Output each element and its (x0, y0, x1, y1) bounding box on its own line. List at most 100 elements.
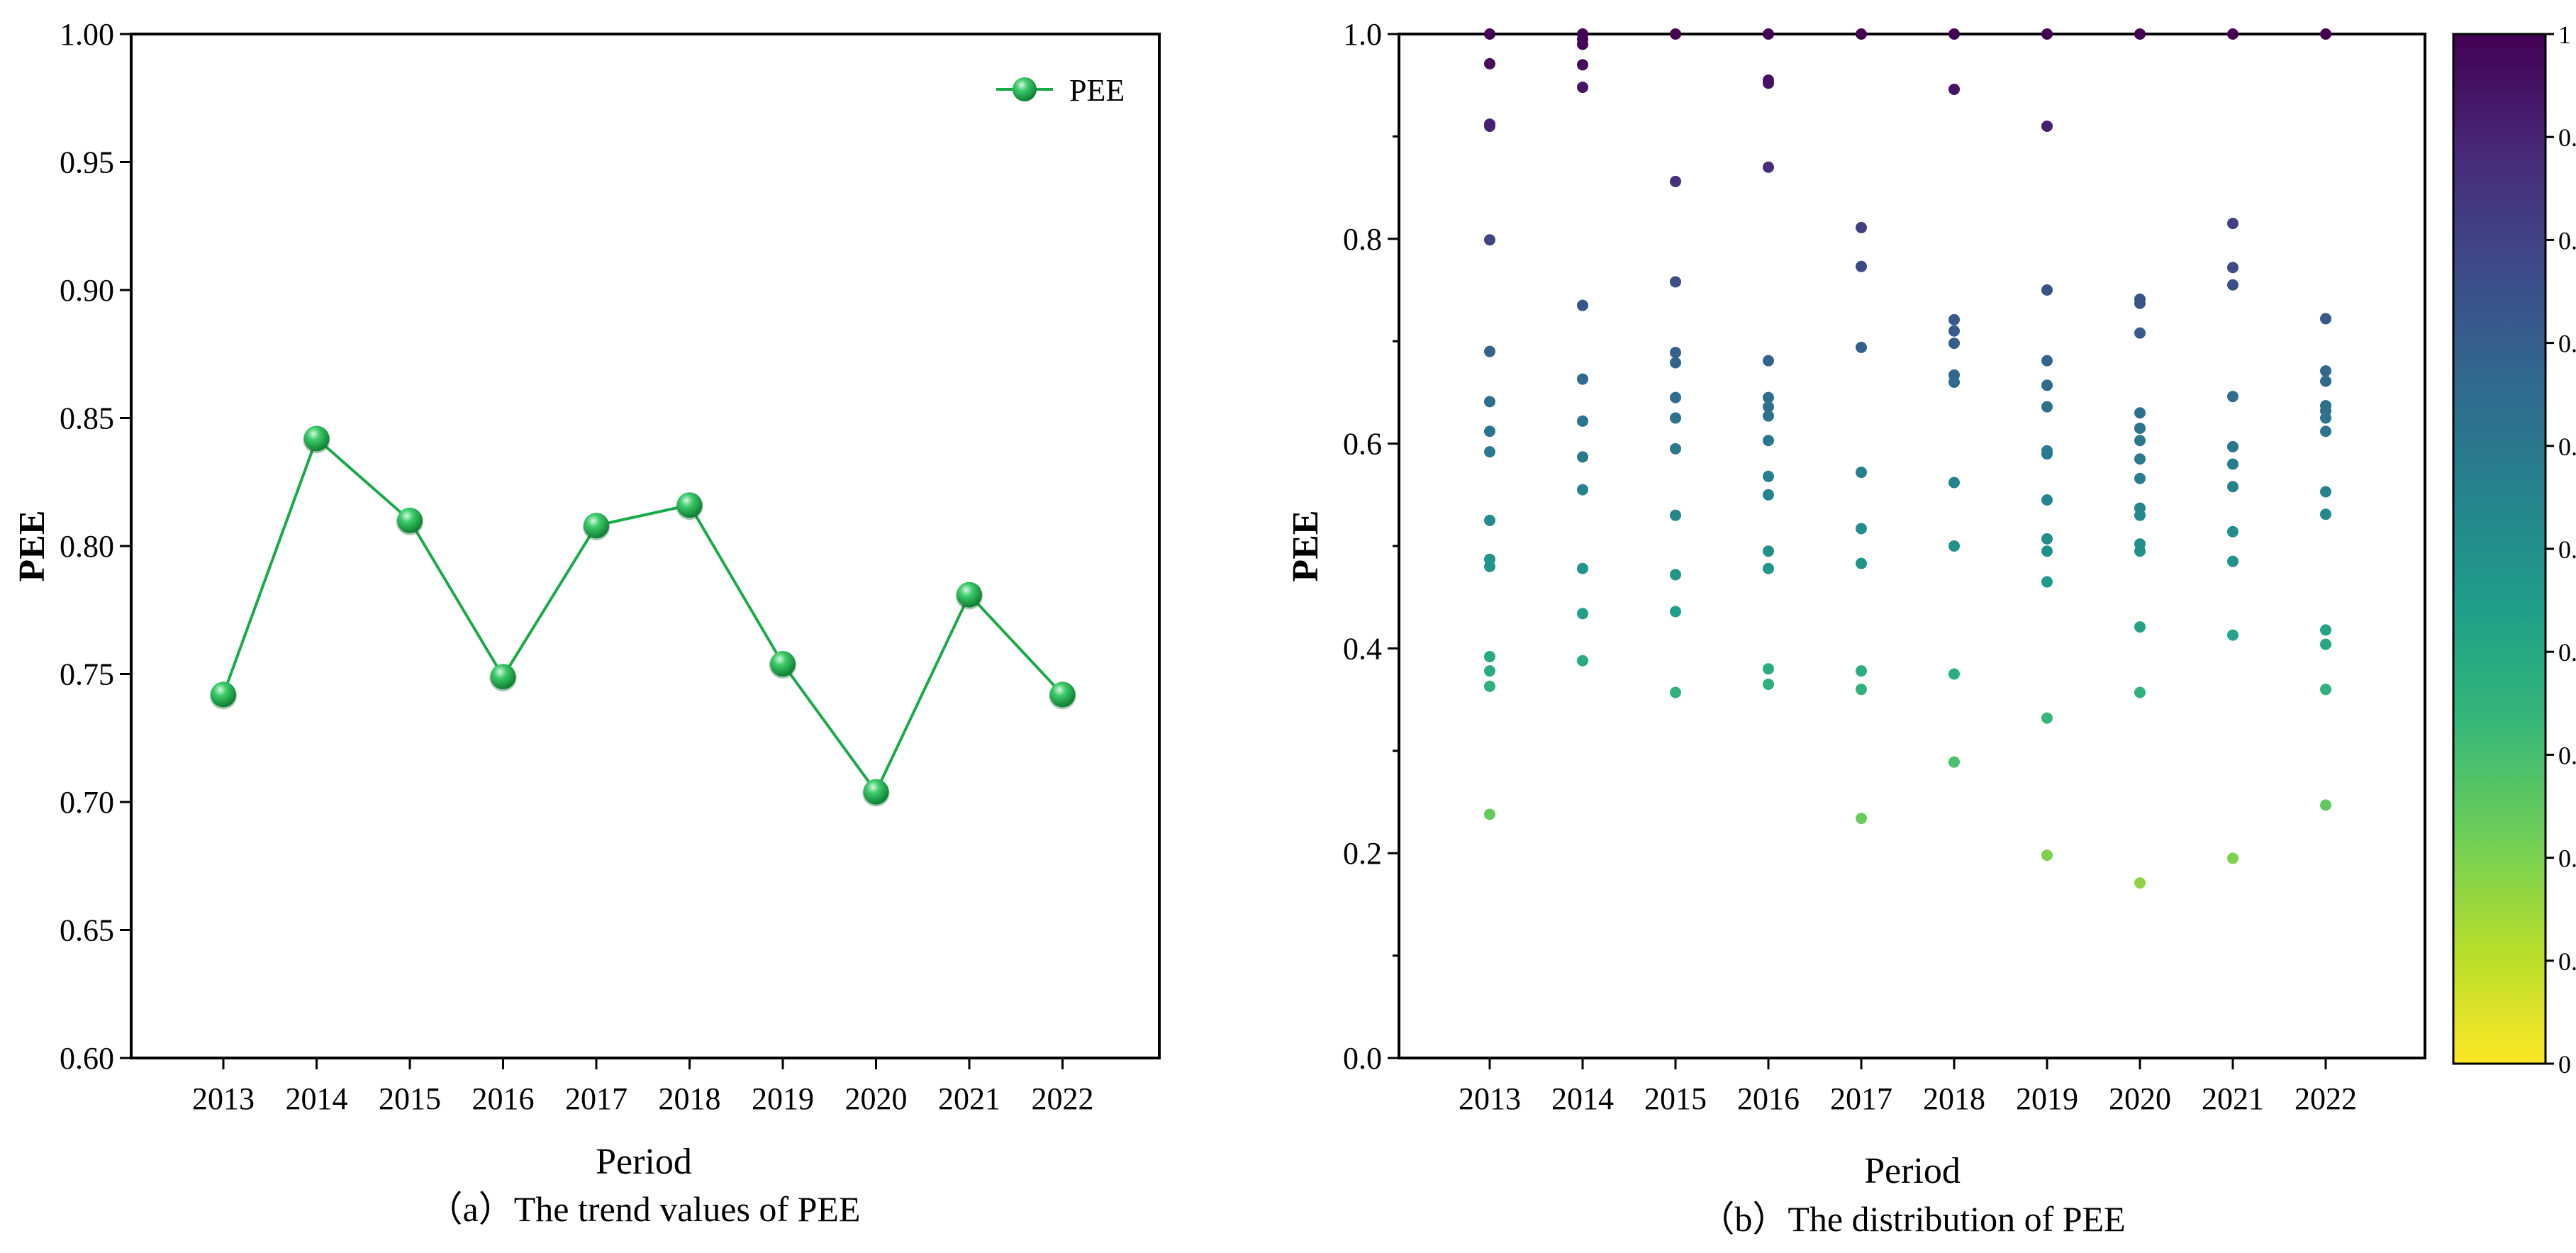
scatter-point (1763, 28, 1774, 40)
scatter-point (2227, 458, 2238, 470)
data-point (211, 681, 236, 708)
scatter-point (2320, 375, 2331, 387)
x-tick-label: 2020 (845, 1081, 908, 1116)
scatter-point (1484, 446, 1495, 458)
y-tick-label: 0.6 (1343, 427, 1382, 462)
scatter-point (2041, 401, 2053, 413)
scatter-point (1670, 28, 1681, 40)
scatter-point (1484, 345, 1495, 357)
data-point (770, 651, 796, 677)
x-tick-label: 2022 (2295, 1081, 2357, 1116)
scatter-point (1763, 678, 1774, 690)
y-tick-label: 0.2 (1343, 836, 1382, 871)
scatter-point (1577, 608, 1588, 620)
scatter-point (1948, 325, 1960, 337)
scatter-point (1856, 557, 1867, 569)
scatter-point (2320, 486, 2331, 498)
scatter-point (1856, 221, 1867, 233)
scatter-point (1484, 808, 1495, 820)
panel-b-y-axis-title: PEE (1286, 510, 1326, 581)
scatter-point (2320, 638, 2331, 650)
scatter-point (2320, 28, 2331, 40)
colorbar-tick-label: 0.1 (2558, 947, 2576, 976)
colorbar-tick-label: 0.7 (2558, 330, 2576, 358)
scatter-point (1856, 813, 1867, 825)
scatter-point (1948, 313, 1960, 325)
scatter-point (2227, 262, 2238, 274)
scatter-point (2320, 365, 2331, 377)
x-tick-label: 2021 (938, 1081, 1000, 1116)
x-tick-label: 2014 (286, 1081, 348, 1116)
y-tick-label: 1.0 (1343, 17, 1382, 52)
data-point (584, 513, 609, 539)
scatter-point (1577, 655, 1588, 667)
x-tick-label: 2014 (1551, 1081, 1614, 1116)
scatter-point (2227, 525, 2238, 538)
scatter-point (1670, 347, 1681, 359)
scatter-point (2227, 555, 2238, 567)
scatter-point (1577, 38, 1588, 50)
scatter-point (2320, 684, 2331, 696)
x-tick-label: 2016 (472, 1081, 535, 1116)
scatter-point (2041, 448, 2053, 460)
panel-b-plot-frame (1398, 33, 2426, 1059)
scatter-point (1670, 175, 1681, 187)
scatter-point (2041, 545, 2053, 557)
scatter-point (1948, 83, 1960, 95)
scatter-point (1948, 756, 1960, 768)
y-tick-label: 0.8 (1343, 222, 1382, 257)
scatter-point (1577, 299, 1588, 311)
scatter-point (1763, 77, 1774, 89)
scatter-point (1856, 260, 1867, 272)
scatter-point (1577, 373, 1588, 385)
colorbar-tick-label: 0.4 (2558, 638, 2576, 667)
panel-b-scatter-points (1484, 28, 2331, 889)
colorbar-tick-label: 0.2 (2558, 845, 2576, 873)
scatter-point (2041, 576, 2053, 588)
scatter-point (1948, 338, 1960, 350)
scatter-point (2134, 509, 2146, 521)
scatter-point (1763, 161, 1774, 173)
scatter-point (2320, 412, 2331, 424)
scatter-point (1948, 28, 1960, 40)
scatter-point (1856, 665, 1867, 677)
colorbar-tick-label: 0.6 (2558, 433, 2576, 461)
y-tick-label: 0.95 (60, 145, 114, 180)
panel-b-x-axis-title: Period (1864, 1151, 1961, 1191)
scatter-point (1763, 435, 1774, 447)
scatter-point (1484, 665, 1495, 677)
scatter-point (2041, 712, 2053, 724)
legend-label: PEE (1069, 73, 1125, 108)
scatter-point (1670, 276, 1681, 288)
y-tick-label: 0.90 (60, 273, 114, 308)
scatter-point (2041, 494, 2053, 506)
scatter-point (1670, 357, 1681, 369)
scatter-point (2041, 28, 2053, 40)
colorbar-tick-label: 0.8 (2558, 226, 2576, 255)
scatter-point (1484, 234, 1495, 246)
data-point (863, 779, 889, 805)
scatter-point (2041, 120, 2053, 132)
scatter-point (1948, 477, 1960, 489)
x-tick-label: 2015 (379, 1081, 441, 1116)
scatter-point (2227, 218, 2238, 230)
legend-marker-sample (1013, 77, 1037, 101)
scatter-point (1948, 668, 1960, 680)
x-tick-label: 2021 (2202, 1081, 2264, 1116)
scatter-point (1577, 59, 1588, 71)
colorbar-tick-label: 0 (2558, 1050, 2571, 1079)
data-point (303, 425, 330, 452)
scatter-point (2227, 852, 2238, 864)
scatter-point (1484, 28, 1495, 40)
series-line-pee (222, 435, 1064, 795)
scatter-point (1856, 28, 1867, 40)
y-tick-label: 0.0 (1343, 1041, 1382, 1076)
scatter-point (1670, 509, 1681, 521)
x-tick-label: 2013 (1459, 1081, 1521, 1116)
colorbar-tick-label: 0.5 (2558, 535, 2576, 564)
scatter-point (2041, 379, 2053, 391)
x-tick-label: 2019 (2016, 1081, 2078, 1116)
scatter-point (2134, 877, 2146, 889)
x-tick-label: 2018 (659, 1081, 721, 1116)
y-tick-label: 0.85 (60, 401, 114, 436)
